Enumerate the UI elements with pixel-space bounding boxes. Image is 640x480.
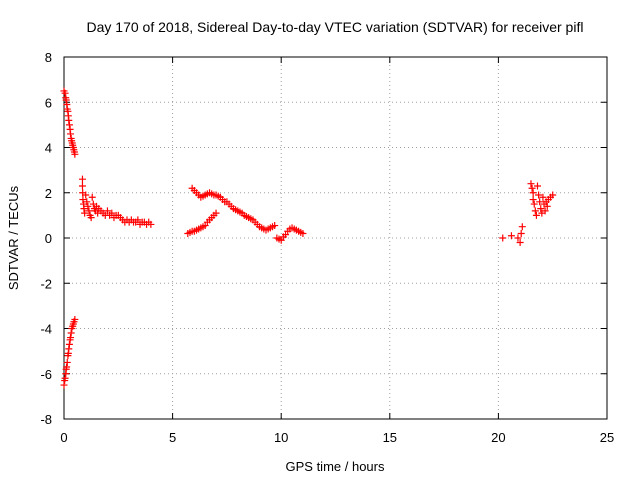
data-point [108, 209, 116, 217]
data-point [518, 223, 526, 231]
data-point [299, 229, 307, 237]
data-point [65, 345, 73, 353]
data-point [134, 216, 142, 224]
data-point [536, 198, 544, 206]
data-point [88, 193, 96, 201]
data-point [78, 182, 86, 190]
data-point [65, 116, 73, 124]
data-point [71, 315, 79, 323]
data-point [499, 234, 507, 242]
data-point [83, 198, 91, 206]
y-tick-label: 2 [45, 186, 52, 201]
data-point [212, 209, 220, 217]
data-points [60, 87, 557, 389]
data-point [535, 191, 543, 199]
data-point [67, 334, 75, 342]
data-point [528, 184, 536, 192]
x-tick-label: 5 [169, 430, 176, 445]
data-point [60, 381, 68, 389]
data-point [65, 340, 73, 348]
data-point [529, 196, 537, 204]
data-point [516, 239, 524, 247]
data-point [532, 211, 540, 219]
data-point [530, 200, 538, 208]
data-point [84, 202, 92, 210]
data-point [85, 207, 93, 215]
data-point [80, 205, 88, 213]
data-point [507, 232, 515, 240]
data-point [549, 191, 557, 199]
y-tick-label: -8 [40, 412, 52, 427]
data-point [63, 358, 71, 366]
data-point [541, 207, 549, 215]
y-axis-label: SDTVAR / TECUs [6, 185, 21, 290]
x-tick-label: 20 [491, 430, 505, 445]
y-tick-label: -6 [40, 367, 52, 382]
data-point [543, 202, 551, 210]
y-tick-label: 8 [45, 50, 52, 65]
y-tick-label: -4 [40, 322, 52, 337]
data-point [82, 191, 90, 199]
data-point [78, 175, 86, 183]
data-point [65, 121, 73, 129]
data-point [67, 329, 75, 337]
x-tick-label: 25 [600, 430, 614, 445]
data-point [529, 189, 537, 197]
x-axis-label: GPS time / hours [286, 459, 385, 474]
data-point [103, 207, 111, 215]
data-point [71, 150, 79, 158]
data-point [537, 205, 545, 213]
chart-title: Day 170 of 2018, Sidereal Day-to-day VTE… [87, 19, 584, 35]
x-tick-label: 15 [383, 430, 397, 445]
x-tick-label: 0 [60, 430, 67, 445]
axis-ticks [63, 56, 608, 420]
data-point [67, 130, 75, 138]
data-point [61, 89, 69, 97]
y-tick-label: -2 [40, 276, 52, 291]
tick-labels: 0 5 10 15 20 25 -8 -6 -4 -2 0 2 4 6 8 [40, 50, 614, 445]
data-point [517, 229, 525, 237]
data-point [539, 193, 547, 201]
data-point [79, 196, 87, 204]
data-point [147, 220, 155, 228]
data-point [62, 96, 70, 104]
data-point [527, 180, 535, 188]
data-point [533, 182, 541, 190]
x-tick-label: 10 [274, 430, 288, 445]
data-point [531, 207, 539, 215]
data-point [87, 214, 95, 222]
data-point [61, 374, 69, 382]
y-tick-label: 4 [45, 141, 52, 156]
data-point [63, 363, 71, 371]
y-tick-label: 0 [45, 231, 52, 246]
data-point [514, 234, 522, 242]
y-tick-label: 6 [45, 95, 52, 110]
data-point [271, 222, 279, 230]
data-point [81, 209, 89, 217]
